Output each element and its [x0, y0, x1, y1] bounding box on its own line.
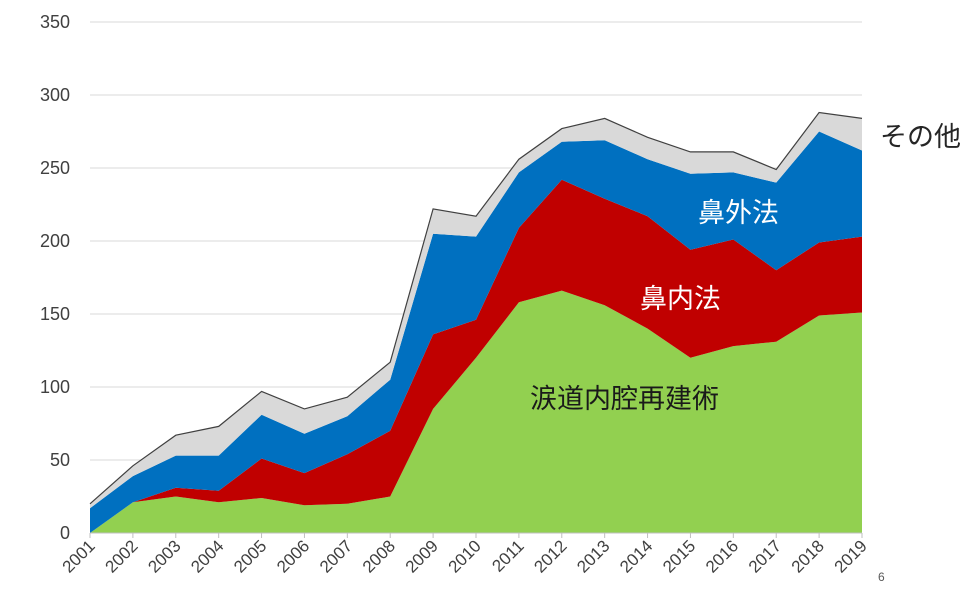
- y-tick-label: 50: [50, 450, 70, 470]
- x-tick-label: 2019: [831, 536, 871, 576]
- area-series-3: [90, 112, 862, 509]
- x-tick-label: 2009: [402, 536, 442, 576]
- x-tick-label: 2012: [530, 536, 570, 576]
- y-tick-label: 300: [40, 85, 70, 105]
- x-tick-label: 2005: [230, 536, 270, 576]
- x-tick-label: 2006: [273, 536, 313, 576]
- y-tick-label: 0: [60, 523, 70, 543]
- series-label-reconstruction: 涙道内腔再建術: [530, 384, 719, 415]
- area-series-2: [90, 131, 862, 533]
- x-tick-label: 2004: [187, 536, 227, 576]
- area-series-0: [90, 290, 862, 533]
- x-tick-label: 2011: [488, 536, 527, 575]
- x-tick-label: 2003: [144, 536, 184, 576]
- x-tick-label: 2014: [616, 536, 656, 576]
- areas: [89, 111, 863, 533]
- area-series-1: [90, 179, 862, 533]
- series-label-other: その他: [880, 122, 960, 153]
- x-tick-label: 2008: [359, 536, 399, 576]
- x-tick-label: 2002: [102, 536, 142, 576]
- y-tick-label: 100: [40, 377, 70, 397]
- x-tick-label: 2007: [316, 536, 356, 576]
- total-outline: [89, 111, 863, 505]
- page-number: 6: [878, 570, 885, 584]
- y-tick-label: 200: [40, 231, 70, 251]
- series-label-endonasal: 鼻内法: [640, 284, 721, 315]
- series-labels: その他 鼻外法 鼻内法 涙道内腔再建術: [530, 122, 960, 415]
- x-tick-label: 2015: [659, 536, 699, 576]
- x-tick-label: 2016: [702, 536, 742, 576]
- x-tick-label: 2017: [745, 536, 785, 576]
- y-tick-label: 150: [40, 304, 70, 324]
- x-tick-label: 2013: [573, 536, 613, 576]
- x-tick-label: 2010: [445, 536, 485, 576]
- y-tick-label: 350: [40, 12, 70, 32]
- x-tick-label: 2018: [788, 536, 828, 576]
- series-label-external: 鼻外法: [698, 198, 779, 229]
- y-tick-label: 250: [40, 158, 70, 178]
